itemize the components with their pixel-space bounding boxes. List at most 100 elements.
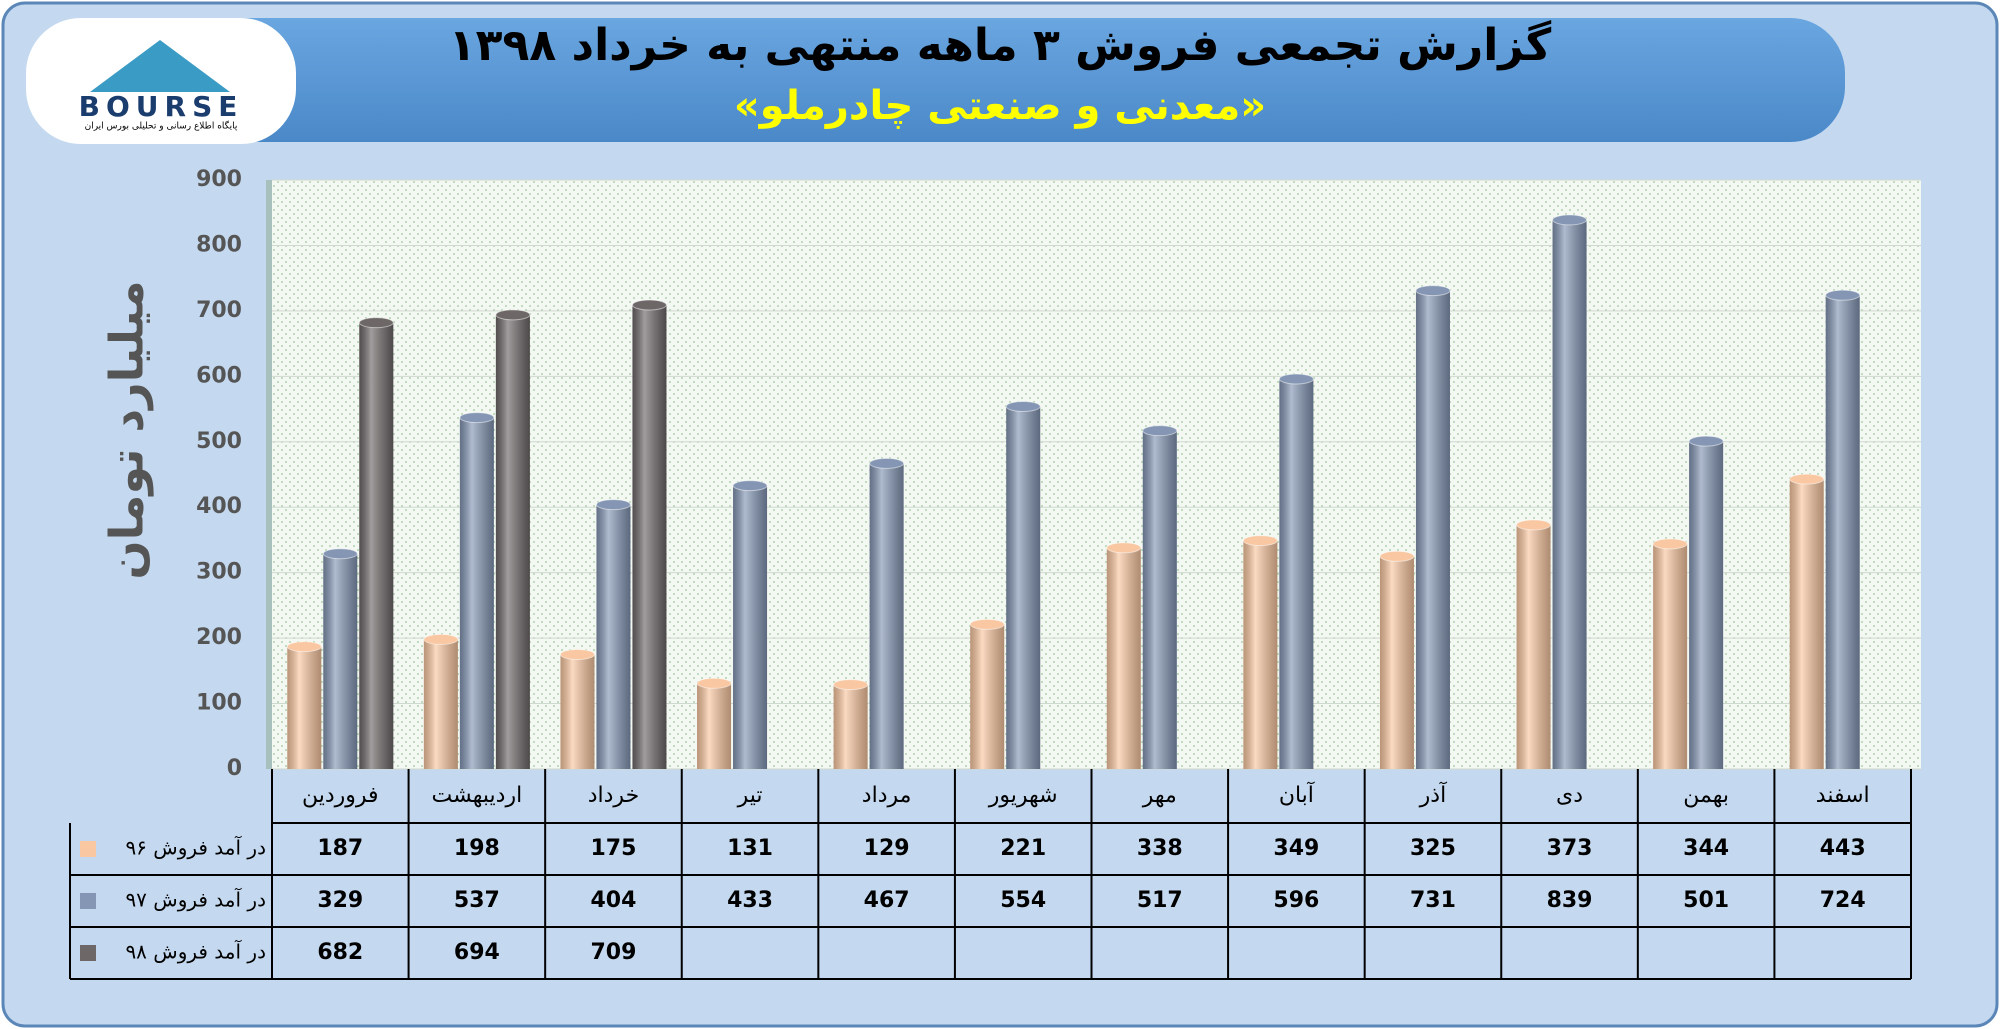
chart-subtitle: «معدنی و صنعتی چادرملو»: [734, 83, 1266, 129]
table-value: 537: [454, 888, 500, 913]
x-tick-label: آبان: [1279, 781, 1315, 808]
bar-cap: [969, 618, 1005, 630]
bar-cap: [595, 499, 631, 511]
bar-shade: [869, 463, 904, 769]
bar-cap: [459, 412, 495, 424]
x-tick-label: تیر: [737, 783, 763, 808]
bar-cap: [1415, 285, 1451, 297]
bar-cap: [869, 457, 905, 469]
y-tick-label: 800: [196, 232, 242, 257]
y-axis-label: میلیارد تومان: [100, 280, 154, 579]
x-tick-label: مهر: [1142, 783, 1177, 808]
bar-shade: [323, 553, 358, 769]
legend-label: در آمد فروش ۹۷: [125, 887, 266, 912]
bar-shade: [1415, 290, 1450, 769]
table-value: 517: [1137, 888, 1183, 913]
plot-area: [272, 180, 1921, 769]
x-tick-label: آذر: [1419, 781, 1447, 808]
y-tick-label: 400: [196, 494, 242, 519]
table-value: 839: [1547, 888, 1593, 913]
bar-cap: [1516, 519, 1552, 531]
table-value: 349: [1273, 836, 1319, 861]
table-value: 198: [454, 836, 500, 861]
bar-shade: [1789, 479, 1824, 769]
bar-cap: [1825, 289, 1861, 301]
bar-shade: [423, 639, 458, 769]
bar-shade: [1006, 406, 1041, 769]
table-value: 596: [1273, 888, 1319, 913]
bar-shade: [359, 322, 394, 769]
bar-shade: [1516, 524, 1551, 769]
bar-cap: [1688, 435, 1724, 447]
plot-wall-left: [266, 180, 272, 769]
bar-shade: [1279, 378, 1314, 769]
bar-cap: [358, 317, 394, 329]
table-value: 467: [864, 888, 910, 913]
legend-label: در آمد فروش ۹۶: [125, 835, 266, 860]
table-value: 373: [1547, 836, 1593, 861]
bar-shade: [287, 646, 322, 769]
table-value: 682: [317, 940, 363, 965]
legend-label: در آمد فروش ۹۸: [125, 939, 266, 964]
bar-cap: [559, 648, 595, 660]
bar-cap: [696, 677, 732, 689]
table-value: 221: [1000, 836, 1046, 861]
bar-shade: [970, 624, 1005, 769]
table-value: 187: [317, 836, 363, 861]
y-tick-label: 900: [196, 167, 242, 192]
table-value: 344: [1683, 836, 1729, 861]
legend-swatch: [80, 841, 96, 857]
y-tick-label: 200: [196, 625, 242, 650]
bar-cap: [1789, 473, 1825, 485]
bar-shade: [1552, 219, 1587, 769]
bar-cap: [495, 309, 531, 321]
y-tick-label: 300: [196, 560, 242, 585]
y-tick-label: 700: [196, 298, 242, 323]
bar-cap: [1242, 535, 1278, 547]
table-value: 709: [590, 940, 636, 965]
x-tick-label: اسفند: [1816, 783, 1870, 808]
bar-shade: [1379, 556, 1414, 769]
bar-cap: [1278, 373, 1314, 385]
bar-shade: [1106, 547, 1141, 769]
bar-cap: [732, 480, 768, 492]
bar-shade: [459, 417, 494, 769]
bar-shade: [560, 654, 595, 769]
table-value: 433: [727, 888, 773, 913]
bar-shade: [733, 485, 768, 769]
x-tick-label: خرداد: [588, 783, 639, 808]
bar-cap: [1379, 550, 1415, 562]
table-value: 338: [1137, 836, 1183, 861]
bar-shade: [1142, 430, 1177, 769]
bar-shade: [697, 683, 732, 769]
bar-cap: [1106, 542, 1142, 554]
y-tick-label: 100: [196, 691, 242, 716]
bar-shade: [596, 504, 631, 769]
bar-cap: [286, 641, 322, 653]
table-value: 724: [1820, 888, 1866, 913]
bar-cap: [1652, 538, 1688, 550]
table-value: 404: [590, 888, 636, 913]
table-value: 554: [1000, 888, 1046, 913]
bar-shade: [1243, 540, 1278, 769]
table-value: 131: [727, 836, 773, 861]
y-tick-label: 600: [196, 363, 242, 388]
bar-cap: [1552, 214, 1588, 226]
x-tick-label: اردیبهشت: [432, 783, 523, 808]
bar-shade: [495, 314, 530, 769]
bar-shade: [632, 304, 667, 769]
logo-shape: [90, 40, 230, 92]
x-tick-label: دی: [1556, 783, 1583, 808]
table-value: 694: [454, 940, 500, 965]
x-tick-label: فروردین: [302, 783, 379, 808]
logo-tagline: پایگاه اطلاع رسانی و تحلیلی بورس ایران: [85, 120, 238, 132]
bar-shade: [1653, 543, 1688, 769]
y-tick-label: 0: [227, 756, 242, 781]
chart-title: گزارش تجمعی فروش ۳ ماهه منتهی به خرداد ۱…: [449, 19, 1552, 71]
bar-cap: [631, 299, 667, 311]
x-tick-label: بهمن: [1683, 783, 1729, 808]
bar-cap: [322, 548, 358, 560]
table-value: 329: [317, 888, 363, 913]
banner: [30, 18, 1845, 142]
bar-shade: [833, 684, 868, 769]
